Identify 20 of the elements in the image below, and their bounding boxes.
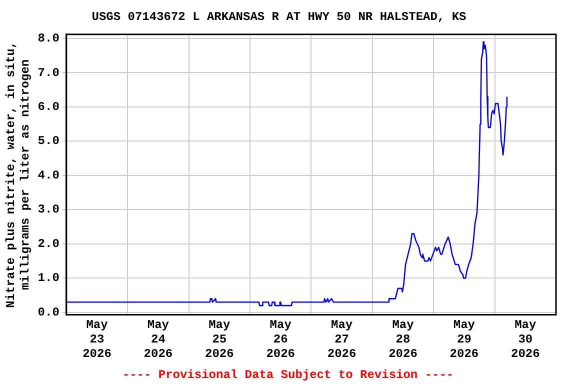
- x-tick-label: May 27 2026: [327, 318, 356, 361]
- y-tick-label: 3.0: [38, 202, 60, 217]
- x-tick-label: May 23 2026: [82, 318, 112, 361]
- x-tick-label: May 28 2026: [388, 318, 418, 361]
- text: ---- Provisional Data Subject to Revision ----: [122, 368, 454, 382]
- chart-title: USGS 07143672 L ARKANSAS R AT HWY 50 NR HALSTEAD, KS: [92, 10, 466, 24]
- y-tick-label: 5.0: [38, 134, 60, 148]
- x-tick-label: May 25 2026: [204, 318, 234, 361]
- y-tick-label: 2.0: [38, 236, 60, 251]
- y-tick-label: 8.0: [38, 32, 60, 46]
- x-tick-label: May 30 2026: [510, 318, 540, 361]
- y-tick-label: 6.0: [38, 100, 60, 114]
- x-tick-label: May 24 2026: [144, 318, 173, 361]
- y-tick-label: 0.0: [38, 305, 60, 320]
- y-axis-title: Nitrate plus nitrite, water, in situ, milligrams per liter as nitrogen: [4, 41, 33, 308]
- x-tick-label: May 26 2026: [266, 318, 296, 361]
- y-tick-label: 4.0: [38, 168, 60, 182]
- x-tick-label: May 29 2026: [450, 318, 479, 361]
- y-tick-label: 7.0: [38, 66, 60, 80]
- y-tick-label: 1.0: [38, 271, 60, 286]
